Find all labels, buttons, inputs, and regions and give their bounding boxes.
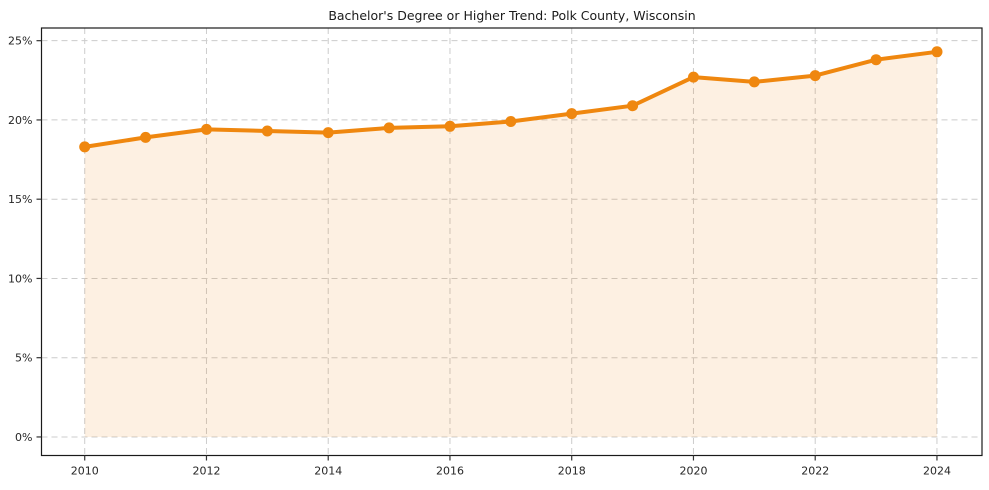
x-tick-label: 2014 [314,465,342,478]
data-point-marker [261,125,273,137]
y-tick-label: 20% [8,114,32,127]
data-point-marker [322,127,334,139]
y-tick-label: 10% [8,272,32,285]
area-fill [84,51,937,437]
data-point-marker [748,76,760,88]
plot-area [41,28,982,456]
x-tick-label: 2022 [801,465,829,478]
data-point-marker [201,123,212,135]
y-tick-label: 0% [15,431,32,444]
data-point-marker [79,141,91,153]
data-point-marker [444,120,456,132]
data-point-marker [688,71,699,83]
x-tick-label: 2024 [923,465,951,478]
y-tick-label: 25% [8,35,32,48]
y-tick-label: 15% [8,193,32,206]
x-tick-label: 2018 [558,465,586,478]
x-tick-label: 2020 [679,465,707,478]
data-point-marker [140,131,152,143]
plot-border [40,27,983,457]
chart-title: Bachelor's Degree or Higher Trend: Polk … [328,8,696,23]
x-tick-label: 2010 [71,465,99,478]
data-point-marker [505,116,517,127]
data-point-marker [931,46,943,58]
data-point-marker [809,70,821,82]
data-point-marker [383,122,395,134]
data-point-marker [627,100,639,112]
data-point-marker [566,108,578,120]
x-tick-label: 2012 [192,465,220,478]
data-point-marker [870,54,882,66]
x-tick-label: 2016 [436,465,464,478]
y-tick-label: 5% [15,352,32,365]
